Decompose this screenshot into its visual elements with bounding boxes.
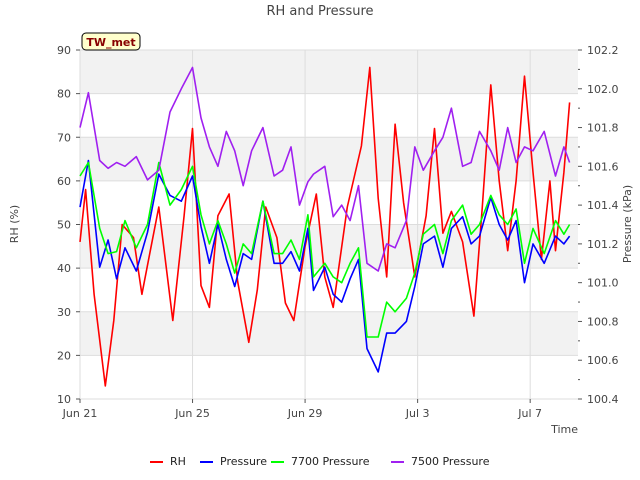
y-tick-label-right: 100.6	[587, 354, 619, 367]
y-tick-label-left: 60	[57, 175, 71, 188]
background-band	[80, 311, 578, 356]
x-tick-label: Jun 29	[287, 407, 323, 420]
x-tick-label: Jun 25	[174, 407, 210, 420]
y-tick-label-right: 101.0	[587, 277, 619, 290]
y-axis-label-left: RH (%)	[8, 205, 21, 243]
legend-item-7700-pressure: 7700 Pressure	[271, 455, 370, 468]
series-line-7500-pressure	[79, 66, 571, 272]
y-tick-label-left: 90	[57, 44, 71, 57]
legend-label: 7700 Pressure	[291, 455, 370, 468]
y-tick-label-right: 101.2	[587, 238, 619, 251]
legend-item-pressure: Pressure	[200, 455, 267, 468]
legend-label: RH	[170, 455, 186, 468]
legend-label: Pressure	[220, 455, 267, 468]
y-tick-label-left: 30	[57, 306, 71, 319]
y-tick-label-right: 101.4	[587, 199, 619, 212]
legend: RH Pressure 7700 Pressure 7500 Pressure	[150, 455, 490, 468]
chart-title: RH and Pressure	[266, 4, 373, 19]
series-lines	[79, 66, 571, 387]
y-tick-label-right: 100.4	[587, 393, 619, 406]
badge: TW_met	[81, 32, 141, 51]
legend-item-7500-pressure: 7500 Pressure	[391, 455, 490, 468]
axes: 10 20 30 40 50 60 70 80 90 Jun 21 Jun 25 Jun 29 Jul …	[57, 44, 619, 420]
legend-item-rh: RH	[150, 455, 186, 468]
background-band	[80, 50, 578, 94]
y-tick-label-left: 20	[57, 349, 71, 362]
badge-box	[81, 32, 141, 51]
x-axis-label: Time	[550, 423, 578, 436]
y-tick-label-right: 101.8	[587, 122, 619, 135]
y-tick-label-left: 70	[57, 131, 71, 144]
x-tick-label: Jun 21	[62, 407, 98, 420]
y-tick-label-right: 102.0	[587, 83, 619, 96]
y-axis-label-right: Pressure (kPa)	[621, 185, 634, 263]
legend-label: 7500 Pressure	[411, 455, 490, 468]
x-tick-label: Jul 7	[517, 407, 542, 420]
y-tick-label-left: 10	[57, 393, 71, 406]
x-tick-label: Jul 3	[405, 407, 430, 420]
series-line-7700-pressure	[79, 161, 571, 338]
series-line-rh	[79, 66, 571, 387]
y-tick-label-right: 100.8	[587, 315, 619, 328]
badge-label: TW_met	[86, 36, 135, 49]
y-tick-label-right: 102.2	[587, 44, 619, 57]
y-tick-label-left: 40	[57, 262, 71, 275]
y-tick-label-right: 101.6	[587, 160, 619, 173]
series-line-pressure	[79, 159, 571, 373]
y-tick-label-left: 80	[57, 88, 71, 101]
y-tick-label-left: 50	[57, 219, 71, 232]
